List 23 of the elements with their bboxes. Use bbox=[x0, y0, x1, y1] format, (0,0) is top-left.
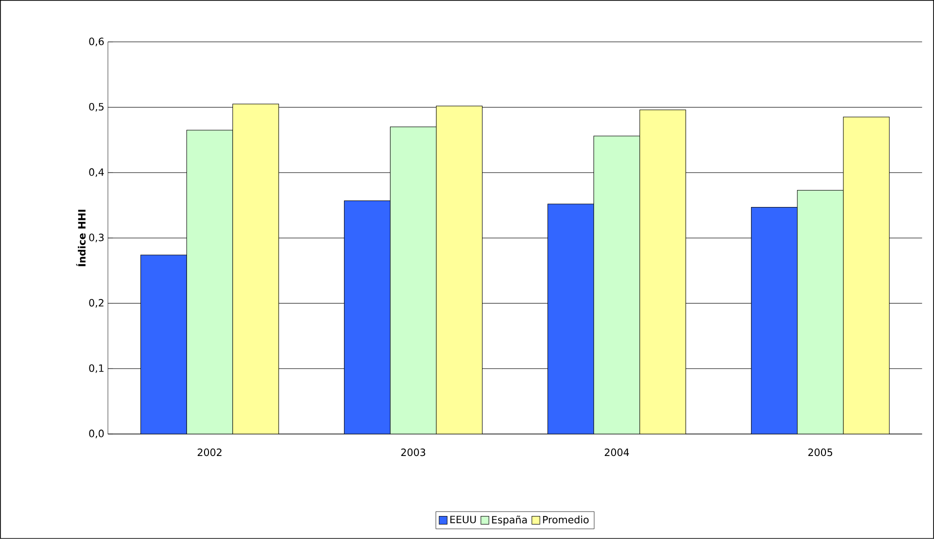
bar bbox=[140, 254, 187, 434]
bar bbox=[436, 106, 483, 434]
y-tick-label: 0,2 bbox=[89, 299, 104, 308]
y-tick-label: 0,4 bbox=[89, 168, 104, 177]
y-tick-label: 0,3 bbox=[89, 234, 104, 242]
x-tick-label: 2002 bbox=[198, 448, 222, 456]
x-tick-label: 2005 bbox=[808, 448, 832, 456]
legend-label: EEUU bbox=[450, 516, 476, 524]
bar bbox=[344, 200, 390, 434]
x-tick-label: 2003 bbox=[401, 448, 426, 456]
y-tick-label: 0,1 bbox=[89, 364, 104, 373]
bar bbox=[843, 116, 890, 434]
bar bbox=[640, 110, 686, 434]
y-tick-label: 0,0 bbox=[89, 430, 104, 438]
y-tick-label: 0,6 bbox=[89, 38, 104, 46]
y-tick-label: 0,5 bbox=[89, 103, 104, 112]
y-axis-title: Índice HHI bbox=[76, 210, 86, 266]
legend-label: Promedio bbox=[543, 516, 589, 524]
bar bbox=[232, 104, 279, 434]
x-tick-label: 2004 bbox=[604, 448, 629, 456]
bar bbox=[548, 204, 594, 434]
legend-label: España bbox=[492, 516, 527, 526]
bar bbox=[751, 207, 798, 434]
